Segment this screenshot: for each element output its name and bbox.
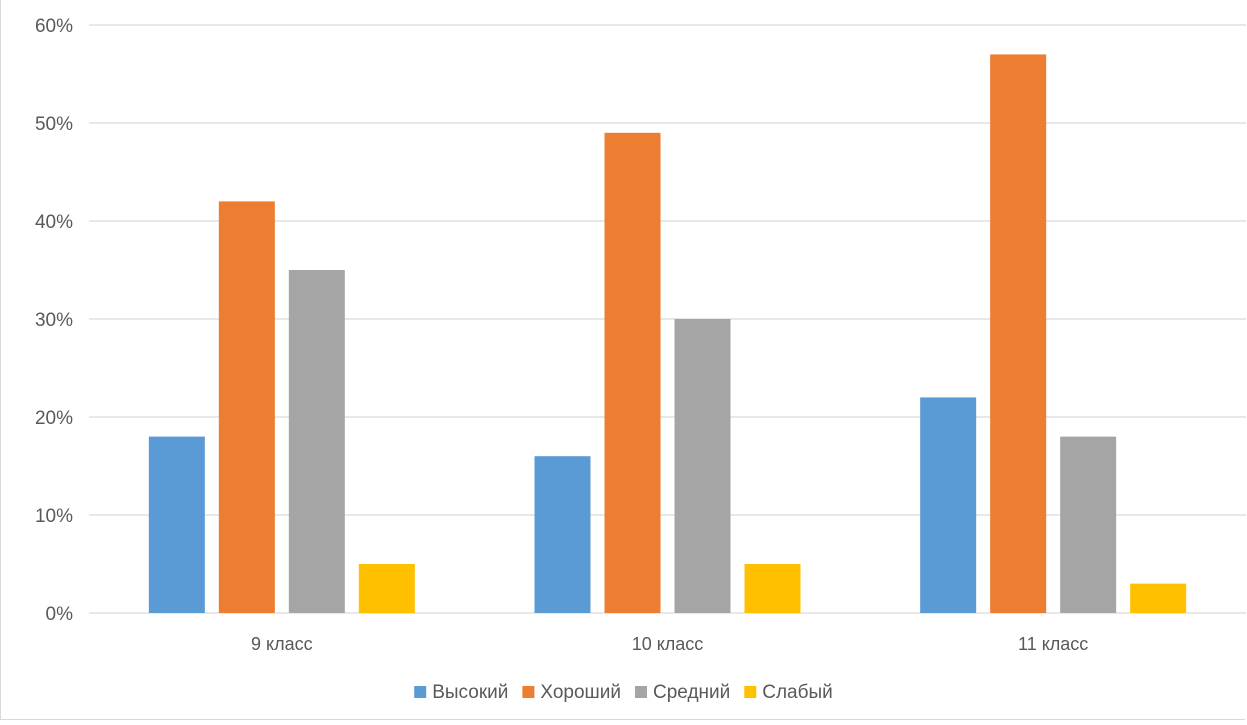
legend-swatch bbox=[744, 686, 757, 698]
y-tick-label: 40% bbox=[35, 212, 73, 233]
legend-swatch bbox=[522, 686, 535, 698]
bar-1-1 bbox=[148, 436, 205, 613]
bar-4-3 bbox=[1130, 583, 1187, 613]
legend-label: Средний bbox=[653, 682, 730, 703]
y-tick-label: 50% bbox=[35, 114, 73, 135]
y-tick-label: 60% bbox=[35, 16, 73, 37]
x-category-label: 9 класс bbox=[251, 634, 313, 654]
legend-label: Хороший bbox=[540, 682, 621, 703]
legend-swatch bbox=[635, 686, 648, 698]
bar-1-3 bbox=[920, 397, 977, 613]
bar-2-1 bbox=[218, 201, 275, 613]
y-tick-label: 0% bbox=[46, 604, 74, 625]
x-category-label: 11 класс bbox=[1018, 634, 1088, 654]
legend-label: Слабый bbox=[762, 682, 833, 703]
bar-4-2 bbox=[744, 564, 801, 613]
y-tick-label: 30% bbox=[35, 310, 73, 331]
y-tick-label: 10% bbox=[35, 506, 73, 527]
legend-swatch bbox=[414, 686, 427, 698]
bar-2-2 bbox=[604, 132, 661, 614]
bar-2-3 bbox=[990, 54, 1047, 613]
gridlines bbox=[89, 24, 1246, 614]
bars bbox=[148, 54, 1187, 614]
bar-1-2 bbox=[534, 456, 591, 613]
bar-4-1 bbox=[358, 564, 415, 613]
y-tick-label: 20% bbox=[35, 408, 73, 429]
y-axis-ticks: 0% 10% 20% 30% 40% 50% 60% bbox=[35, 16, 73, 625]
legend: Высокий Хороший Средний Слабый bbox=[414, 682, 833, 703]
bar-3-2 bbox=[674, 319, 731, 613]
bar-3-1 bbox=[288, 270, 345, 613]
x-axis-labels: 9 класс 10 класс 11 класс bbox=[251, 634, 1088, 654]
legend-label: Высокий bbox=[432, 682, 508, 703]
x-category-label: 10 класс bbox=[632, 634, 704, 654]
bar-3-3 bbox=[1060, 436, 1117, 613]
